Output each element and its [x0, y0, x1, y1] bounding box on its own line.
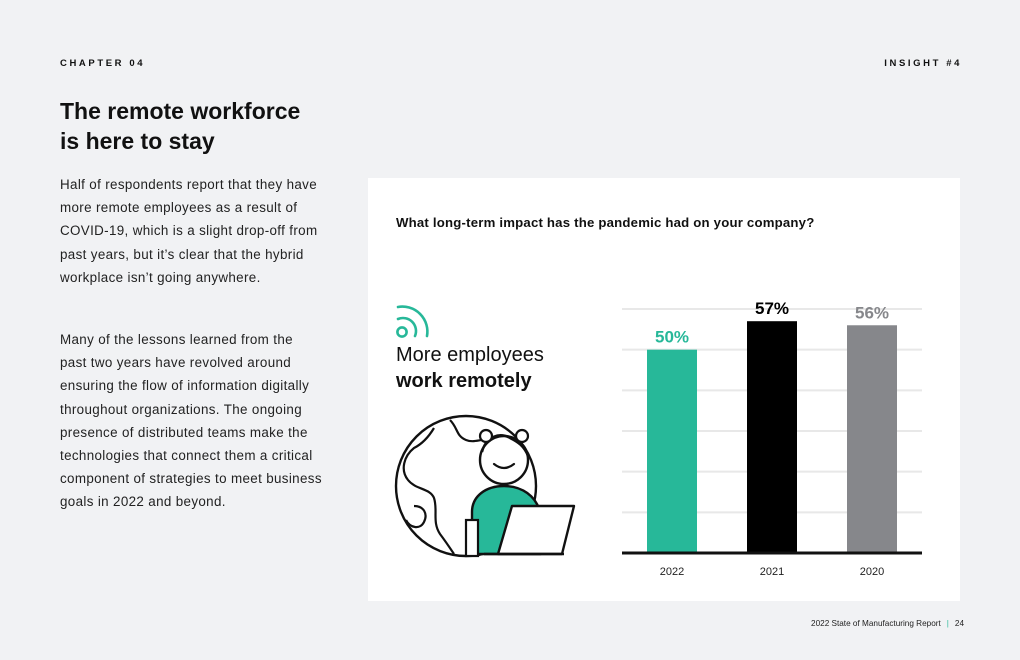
wifi-icon	[396, 305, 429, 338]
tick-label-2020: 2020	[860, 566, 884, 578]
intro-paragraph: Half of respondents report that they hav…	[60, 177, 318, 285]
title-line-2: is here to stay	[60, 128, 215, 154]
chart-card: What long-term impact has the pandemic h…	[368, 178, 960, 601]
title-line-1: The remote workforce	[60, 98, 301, 124]
insight-label: INSIGHT #4	[884, 58, 962, 69]
tick-label-2021: 2021	[760, 566, 784, 578]
data-label-2021: 57%	[755, 299, 789, 318]
report-name: 2022 State of Manufacturing Report	[811, 619, 941, 628]
footer-separator: |	[946, 619, 949, 628]
data-label-2022: 50%	[655, 328, 689, 347]
chapter-label: CHAPTER 04	[60, 58, 146, 69]
headline-bold: work remotely	[396, 369, 532, 392]
chart-headline: More employees work remotely	[396, 343, 596, 394]
data-label-2020: 56%	[855, 303, 889, 322]
survey-question: What long-term impact has the pandemic h…	[396, 215, 815, 230]
detail-paragraph: Many of the lessons learned from the pas…	[60, 332, 322, 510]
remote-worker-illustration	[394, 414, 576, 558]
page-title: The remote workforce is here to stay	[60, 96, 340, 156]
page-number: 24	[954, 619, 964, 628]
footer: 2022 State of Manufacturing Report | 24	[811, 619, 964, 628]
bar-2021	[747, 321, 797, 553]
bar-chart: 50% 2022 57% 2021 56% 2020	[622, 299, 922, 578]
bar-2020	[847, 325, 897, 553]
tick-label-2022: 2022	[660, 566, 684, 578]
bar-2022	[647, 349, 697, 553]
headline-regular: More employees	[396, 344, 544, 366]
